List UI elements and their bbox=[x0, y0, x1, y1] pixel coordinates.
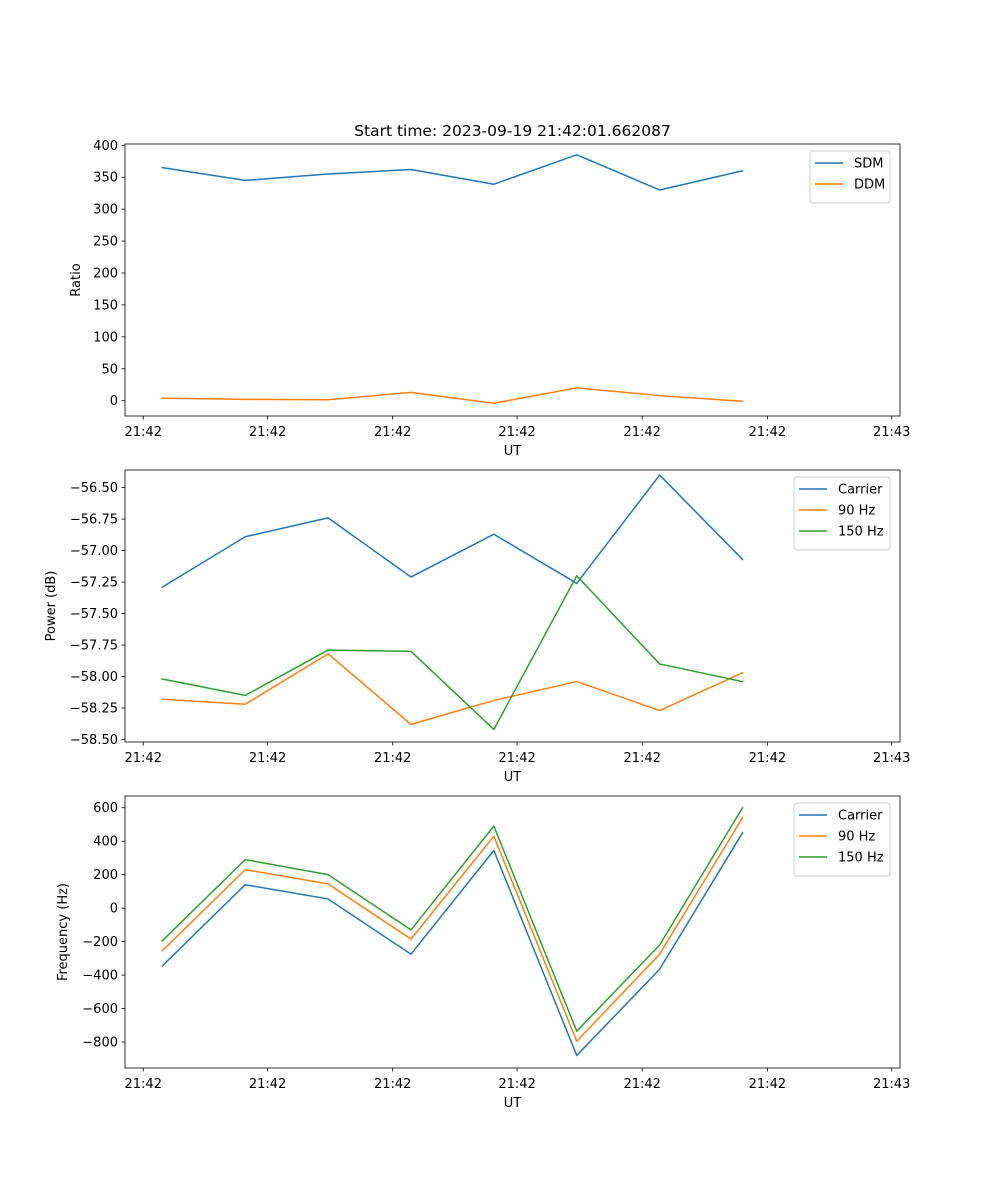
x-tick-label: 21:42 bbox=[125, 425, 162, 440]
x-tick-label: 21:42 bbox=[498, 1077, 535, 1092]
chart-panel-2: 21:42 21:42 21:42 21:42 21:42 21:42 21:43 −58.5… bbox=[44, 469, 910, 785]
chart-panel-3: 21:42 21:42 21:42 21:42 21:42 21:42 21:43 −800 −… bbox=[56, 795, 910, 1111]
x-tick-label: 21:42 bbox=[749, 1077, 786, 1092]
x-tick-label: 21:42 bbox=[249, 751, 286, 766]
y-tick-label: −800 bbox=[82, 1036, 118, 1051]
series-line-carrier bbox=[161, 831, 744, 1057]
chart-panel-1: 21:42 21:42 21:42 21:42 21:42 21:42 21:43 0 50 10… bbox=[69, 122, 910, 459]
y-tick-label: −57.50 bbox=[70, 607, 118, 622]
legend-label-ddm: DDM bbox=[854, 178, 885, 193]
x-tick-label: 21:43 bbox=[873, 425, 910, 440]
x-tick-label: 21:42 bbox=[249, 425, 286, 440]
y-tick-label: −400 bbox=[82, 969, 118, 984]
legend: Carrier 90 Hz 150 Hz bbox=[793, 802, 891, 877]
chart-title: Start time: 2023-09-19 21:42:01.662087 bbox=[354, 122, 671, 140]
legend: SDM DDM bbox=[809, 150, 891, 204]
x-tick-label: 21:42 bbox=[749, 425, 786, 440]
y-tick-label: 50 bbox=[101, 362, 118, 377]
legend-label-sdm: SDM bbox=[854, 157, 883, 172]
axes-frame bbox=[124, 469, 901, 743]
legend-label-carrier: Carrier bbox=[838, 483, 883, 498]
y-tick-label: −58.00 bbox=[70, 670, 118, 685]
x-tick-label: 21:42 bbox=[623, 1077, 660, 1092]
legend-label-150-hz: 150 Hz bbox=[838, 525, 884, 540]
y-tick-label: 300 bbox=[93, 203, 118, 218]
series-line-150-hz bbox=[161, 575, 744, 731]
series-line-90-hz bbox=[161, 816, 744, 1042]
legend-label-carrier: Carrier bbox=[838, 809, 883, 824]
x-tick-label: 21:43 bbox=[873, 1077, 910, 1092]
y-tick-label: 350 bbox=[93, 171, 118, 186]
y-tick-label: −200 bbox=[82, 935, 118, 950]
y-tick-label: 250 bbox=[93, 235, 118, 250]
x-tick-label: 21:42 bbox=[125, 751, 162, 766]
y-tick-label: 100 bbox=[93, 330, 118, 345]
x-tick-label: 21:42 bbox=[623, 425, 660, 440]
x-axis-label: UT bbox=[504, 1096, 522, 1111]
y-tick-label: −57.25 bbox=[70, 576, 118, 591]
y-tick-label: 400 bbox=[93, 139, 118, 154]
y-tick-label: −56.50 bbox=[70, 481, 118, 496]
legend-box bbox=[809, 150, 891, 204]
legend-label-90-hz: 90 Hz bbox=[838, 504, 875, 519]
x-tick-label: 21:42 bbox=[249, 1077, 286, 1092]
y-tick-label: 200 bbox=[93, 266, 118, 281]
y-tick-label: 600 bbox=[93, 801, 118, 816]
x-axis-label: UT bbox=[504, 770, 522, 785]
legend-label-150-hz: 150 Hz bbox=[838, 851, 884, 866]
x-tick-label: 21:42 bbox=[125, 1077, 162, 1092]
series-line-90-hz bbox=[161, 653, 744, 726]
y-tick-label: 400 bbox=[93, 835, 118, 850]
y-tick-label: 150 bbox=[93, 298, 118, 313]
x-tick-label: 21:42 bbox=[623, 751, 660, 766]
x-tick-label: 21:42 bbox=[498, 751, 535, 766]
y-axis-label: Ratio bbox=[69, 263, 84, 296]
legend-label-90-hz: 90 Hz bbox=[838, 830, 875, 845]
series-line-carrier bbox=[161, 474, 744, 589]
y-tick-label: −56.75 bbox=[70, 513, 118, 528]
legend: Carrier 90 Hz 150 Hz bbox=[793, 476, 891, 551]
y-tick-label: −57.00 bbox=[70, 544, 118, 559]
axes-frame bbox=[124, 143, 901, 417]
y-tick-label: 0 bbox=[110, 902, 118, 917]
series-line-ddm bbox=[161, 387, 744, 404]
x-tick-label: 21:42 bbox=[374, 1077, 411, 1092]
x-tick-label: 21:42 bbox=[498, 425, 535, 440]
x-axis-label: UT bbox=[504, 444, 522, 459]
y-tick-label: −58.50 bbox=[70, 733, 118, 748]
axes-frame bbox=[124, 795, 901, 1069]
y-tick-label: 0 bbox=[110, 394, 118, 409]
series-line-sdm bbox=[161, 154, 744, 191]
y-tick-label: −57.75 bbox=[70, 639, 118, 654]
x-tick-label: 21:43 bbox=[873, 751, 910, 766]
y-axis-label: Power (dB) bbox=[44, 571, 59, 642]
y-tick-label: −58.25 bbox=[70, 702, 118, 717]
y-axis-label: Frequency (Hz) bbox=[56, 883, 71, 981]
x-tick-label: 21:42 bbox=[749, 751, 786, 766]
y-tick-label: −600 bbox=[82, 1002, 118, 1017]
y-tick-label: 200 bbox=[93, 868, 118, 883]
x-tick-label: 21:42 bbox=[374, 751, 411, 766]
x-tick-label: 21:42 bbox=[374, 425, 411, 440]
series-line-150-hz bbox=[161, 806, 744, 1032]
